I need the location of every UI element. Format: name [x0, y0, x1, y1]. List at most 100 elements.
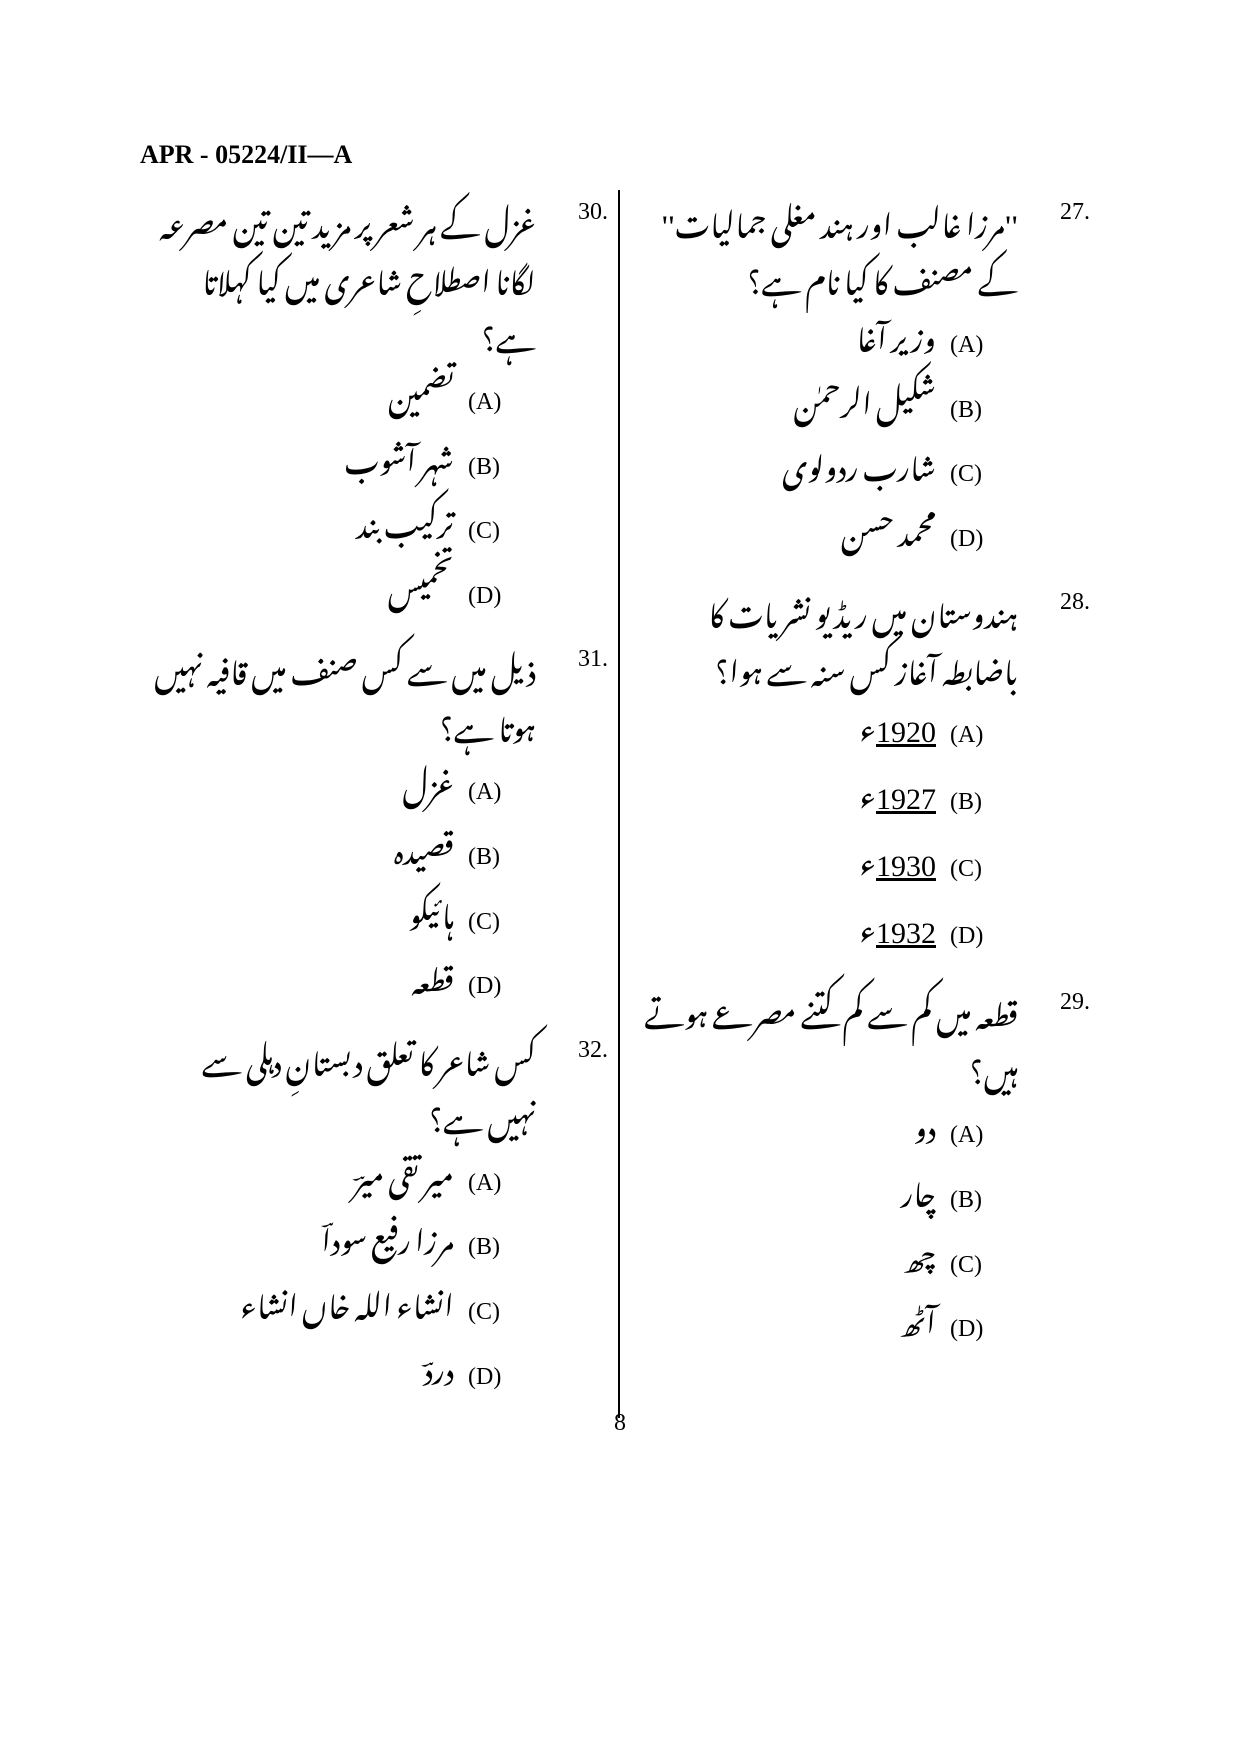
option-label: (A): [950, 323, 1020, 369]
page-number: 8: [0, 1410, 1240, 1437]
option-text: میر تقی میرؔ: [150, 1142, 468, 1199]
question-text: قطعہ میں کم سے کم کتنے مصرعے ہوتے ہیں؟: [630, 980, 1030, 1094]
option-label: (C): [468, 1290, 538, 1336]
question-stem: 28.ہندوستان میں ریڈیو نشریات کا باضابطہ …: [630, 580, 1090, 694]
option-text: 1927ء: [630, 761, 950, 828]
option: (D)دردؔ: [150, 1336, 538, 1401]
option-list: (A)وزیر آغا(B)شکیل الرحمٰن(C)شارب ردولوی…: [630, 304, 1090, 562]
option-text: چھ: [630, 1224, 950, 1281]
option-text: آٹھ: [630, 1288, 950, 1345]
option-label: (C): [468, 509, 538, 555]
option-label: (C): [950, 1243, 1020, 1289]
option-text: انشاء اللہ خاں انشاء: [150, 1271, 468, 1328]
option-text: تخمیس: [150, 555, 468, 612]
question-stem: 30.غزل کے ہر شعر پر مزید تین تین مصرعہ ل…: [150, 190, 608, 361]
option-list: (A)تضمین(B)شہر آشوب(C)ترکیب بند(D)تخمیس: [150, 361, 608, 619]
option: (D)تخمیس: [150, 555, 538, 620]
question-number: 31.: [548, 637, 608, 751]
option-text: شارب ردولوی: [630, 433, 950, 490]
option-label: (D): [950, 1307, 1020, 1353]
option-label: (A): [468, 380, 538, 426]
question-list-right: 27.''مرزا غالب اور ہند مغلی جمالیات'' کے…: [630, 190, 1090, 1353]
question-stem: 31.ذیل میں سے کس صنف میں قافیہ نہیں ہوتا…: [150, 637, 608, 751]
option-label: (A): [950, 713, 1020, 759]
option-text: ترکیب بند: [150, 490, 468, 547]
option: (D)1932ء: [630, 895, 1020, 962]
option-text: شہر آشوب: [150, 426, 468, 483]
option: (D)قطعہ: [150, 945, 538, 1010]
question-right_column-1: 28.ہندوستان میں ریڈیو نشریات کا باضابطہ …: [630, 580, 1090, 962]
option-text: 1932ء: [630, 895, 950, 962]
option: (C)انشاء اللہ خاں انشاء: [150, 1271, 538, 1336]
option-text: قصیدہ: [150, 816, 468, 873]
question-number: 30.: [548, 190, 608, 361]
option: (A)وزیر آغا: [630, 304, 1020, 369]
option-label: (B): [468, 1225, 538, 1271]
option: (B)چار: [630, 1159, 1020, 1224]
column-right: 27.''مرزا غالب اور ہند مغلی جمالیات'' کے…: [620, 190, 1100, 1418]
option-label: (A): [950, 1113, 1020, 1159]
option-label: (C): [950, 847, 1020, 893]
question-left_column-1: 31.ذیل میں سے کس صنف میں قافیہ نہیں ہوتا…: [150, 637, 608, 1009]
question-right_column-0: 27.''مرزا غالب اور ہند مغلی جمالیات'' کے…: [630, 190, 1090, 562]
option-label: (C): [468, 900, 538, 946]
option-label: (B): [950, 780, 1020, 826]
question-number: 32.: [548, 1028, 608, 1142]
option: (A)1920ء: [630, 694, 1020, 761]
paper-code: APR - 05224/II—A: [140, 140, 1100, 170]
option: (C)ترکیب بند: [150, 490, 538, 555]
question-number: 28.: [1030, 580, 1090, 694]
option-label: (B): [950, 1178, 1020, 1224]
question-left_column-2: 32.کس شاعر کا تعلق دبستانِ دہلی سے نہیں …: [150, 1028, 608, 1400]
question-stem: 32.کس شاعر کا تعلق دبستانِ دہلی سے نہیں …: [150, 1028, 608, 1142]
question-right_column-2: 29.قطعہ میں کم سے کم کتنے مصرعے ہوتے ہیں…: [630, 980, 1090, 1352]
option: (B)1927ء: [630, 761, 1020, 828]
option-text: مرزا رفیع سوداؔ: [150, 1206, 468, 1263]
option: (D)محمد حسن: [630, 498, 1020, 563]
option: (C)شارب ردولوی: [630, 433, 1020, 498]
question-text: ''مرزا غالب اور ہند مغلی جمالیات'' کے مص…: [630, 190, 1030, 304]
option: (A)تضمین: [150, 361, 538, 426]
option-text: شکیل الرحمٰن: [630, 369, 950, 426]
question-stem: 27.''مرزا غالب اور ہند مغلی جمالیات'' کے…: [630, 190, 1090, 304]
question-text: ہندوستان میں ریڈیو نشریات کا باضابطہ آغا…: [630, 580, 1030, 694]
question-list-left: 30.غزل کے ہر شعر پر مزید تین تین مصرعہ ل…: [150, 190, 608, 1400]
option: (B)قصیدہ: [150, 816, 538, 881]
option-label: (D): [468, 574, 538, 620]
option: (B)شہر آشوب: [150, 426, 538, 491]
question-text: ذیل میں سے کس صنف میں قافیہ نہیں ہوتا ہے…: [150, 637, 548, 751]
question-number: 27.: [1030, 190, 1090, 304]
option-text: تضمین: [150, 361, 468, 418]
option-label: (B): [950, 388, 1020, 434]
option-label: (D): [468, 964, 538, 1010]
option-label: (D): [950, 914, 1020, 960]
option-list: (A)1920ء(B)1927ء(C)1930ء(D)1932ء: [630, 694, 1090, 962]
question-text: کس شاعر کا تعلق دبستانِ دہلی سے نہیں ہے؟: [150, 1028, 548, 1142]
option-text: دو: [630, 1094, 950, 1151]
option: (C)ہائیکو: [150, 881, 538, 946]
option: (A)غزل: [150, 751, 538, 816]
question-text: غزل کے ہر شعر پر مزید تین تین مصرعہ لگان…: [150, 190, 548, 361]
option-text: ہائیکو: [150, 881, 468, 938]
question-columns: 30.غزل کے ہر شعر پر مزید تین تین مصرعہ ل…: [140, 190, 1100, 1418]
option-label: (D): [468, 1355, 538, 1401]
question-left_column-0: 30.غزل کے ہر شعر پر مزید تین تین مصرعہ ل…: [150, 190, 608, 619]
option-list: (A)میر تقی میرؔ(B)مرزا رفیع سوداؔ(C)انشا…: [150, 1142, 608, 1400]
option-label: (D): [950, 517, 1020, 563]
option-label: (B): [468, 445, 538, 491]
option-text: محمد حسن: [630, 498, 950, 555]
option: (C)1930ء: [630, 828, 1020, 895]
option-list: (A)غزل(B)قصیدہ(C)ہائیکو(D)قطعہ: [150, 751, 608, 1009]
option-list: (A)دو(B)چار(C)چھ(D)آٹھ: [630, 1094, 1090, 1352]
column-left: 30.غزل کے ہر شعر پر مزید تین تین مصرعہ ل…: [140, 190, 620, 1418]
option-text: دردؔ: [150, 1336, 468, 1393]
option-text: چار: [630, 1159, 950, 1216]
option: (C)چھ: [630, 1224, 1020, 1289]
question-stem: 29.قطعہ میں کم سے کم کتنے مصرعے ہوتے ہیں…: [630, 980, 1090, 1094]
option-label: (A): [468, 770, 538, 816]
option-label: (C): [950, 452, 1020, 498]
option-text: غزل: [150, 751, 468, 808]
option-text: 1930ء: [630, 828, 950, 895]
option: (A)دو: [630, 1094, 1020, 1159]
option-label: (A): [468, 1161, 538, 1207]
